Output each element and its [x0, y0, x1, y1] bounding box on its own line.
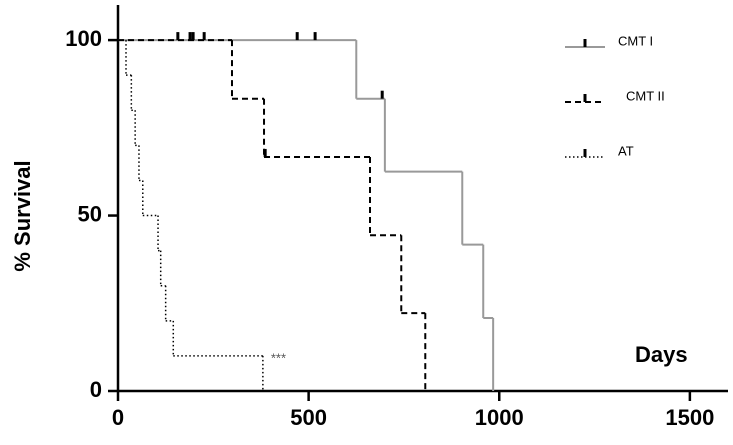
x-axis-label: Days [635, 342, 688, 367]
y-tick-label: 50 [78, 201, 102, 226]
legend-label: AT [618, 143, 634, 158]
y-tick-label: 0 [90, 377, 102, 402]
x-tick-label: 1000 [475, 405, 524, 430]
legend-label: CMT I [618, 33, 653, 48]
x-tick-label: 1500 [665, 405, 714, 430]
legend-label: CMT II [626, 88, 665, 103]
x-tick-label: 500 [290, 405, 327, 430]
y-axis-label: % Survival [10, 160, 35, 271]
y-tick-label: 100 [65, 26, 102, 51]
annotation: *** [271, 350, 286, 365]
x-tick-label: 0 [112, 405, 124, 430]
